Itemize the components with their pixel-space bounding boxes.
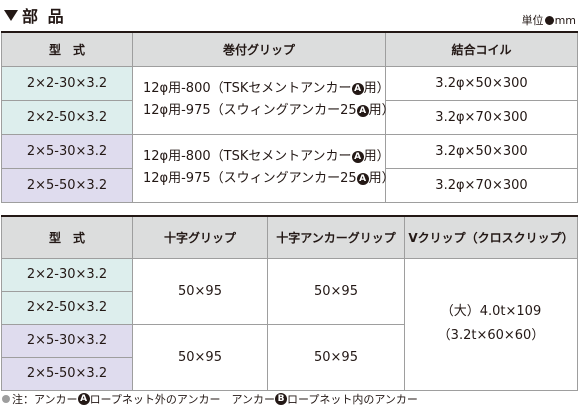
filled-circle-icon	[544, 15, 554, 25]
header-coupling-coil: 結合コイル	[385, 31, 578, 67]
header-cross-grip: 十字グリップ	[132, 215, 268, 259]
coil-cell: 3.2φ×50×300	[385, 133, 578, 169]
circled-a-icon: A	[351, 151, 364, 163]
cross-anchor-grip-cell: 50×95	[267, 323, 405, 391]
grip-line: 12φ用-975（スウィングアンカー25 A 用）	[143, 168, 395, 190]
model-cell: 2×5-30×3.2	[1, 133, 133, 169]
header-wrap-grip: 巻付グリップ	[132, 31, 386, 67]
model-cell: 2×2-30×3.2	[1, 257, 133, 292]
cross-grip-cell: 50×95	[132, 257, 268, 325]
grip-line: 12φ用-800（TSKセメントアンカー A 用）	[143, 146, 390, 168]
circled-a-icon: A	[356, 105, 369, 117]
circled-a-icon: A	[77, 393, 90, 405]
parts-table-cross-grip: 型 式 十字グリップ 十字アンカーグリップ Vクリップ（クロスクリップ） 2×2…	[1, 215, 578, 391]
header-model: 型 式	[1, 215, 133, 259]
coil-cell: 3.2φ×70×300	[385, 99, 578, 135]
header-v-clip: Vクリップ（クロスクリップ）	[404, 215, 578, 259]
bullet-icon	[2, 395, 10, 403]
grip-line: 12φ用-975（スウィングアンカー25 A 用）	[143, 100, 395, 122]
footnote: 注：アンカー A ロープネット外のアンカー アンカー B ロープネット内のアンカ…	[2, 391, 418, 407]
grip-text: 12φ用-975（スウィングアンカー25	[143, 171, 357, 186]
grip-suffix: 用）	[363, 149, 390, 164]
v-clip-cell: （大）4.0t×109 （3.2t×60×60）	[404, 257, 578, 391]
coil-cell: 3.2φ×50×300	[385, 65, 578, 101]
section-title: 部 品	[4, 4, 66, 26]
note-text-1: 注：アンカー	[12, 393, 78, 406]
triangle-down-icon	[4, 9, 18, 21]
model-cell: 2×5-50×3.2	[1, 167, 133, 203]
grip-suffix: 用）	[368, 171, 395, 186]
grip-text: 12φ用-975（スウィングアンカー25	[143, 103, 357, 118]
model-cell: 2×5-50×3.2	[1, 356, 133, 391]
circled-a-icon: A	[356, 173, 369, 185]
note-text-3: ロープネット内のアンカー	[287, 393, 418, 406]
header-cross-anchor-grip: 十字アンカーグリップ	[267, 215, 405, 259]
circled-b-icon: B	[275, 393, 288, 405]
wrap-grip-cell: 12φ用-800（TSKセメントアンカー A 用） 12φ用-975（スウィングアン…	[132, 65, 395, 135]
unit-label: 単位 mm	[522, 12, 576, 28]
cross-anchor-grip-cell: 50×95	[267, 257, 405, 325]
grip-text: 12φ用-800（TSKセメントアンカー	[143, 149, 352, 164]
model-cell: 2×2-30×3.2	[1, 65, 133, 101]
coil-cell: 3.2φ×70×300	[385, 167, 578, 203]
grip-suffix: 用）	[368, 103, 395, 118]
model-cell: 2×5-30×3.2	[1, 323, 133, 358]
model-cell: 2×2-50×3.2	[1, 99, 133, 135]
grip-line: 12φ用-800（TSKセメントアンカー A 用）	[143, 78, 390, 100]
parts-table-grip-coil: 型 式 巻付グリップ 結合コイル 2×2-30×3.2 12φ用-800（TSK…	[1, 31, 578, 203]
unit-suffix: mm	[554, 13, 576, 27]
v-clip-line-1: （大）4.0t×109	[440, 304, 542, 319]
header-model: 型 式	[1, 31, 133, 67]
model-cell: 2×2-50×3.2	[1, 290, 133, 325]
section-title-text: 部 品	[22, 7, 66, 26]
grip-suffix: 用）	[363, 81, 390, 96]
unit-prefix: 単位	[521, 14, 544, 27]
wrap-grip-cell: 12φ用-800（TSKセメントアンカー A 用） 12φ用-975（スウィングアン…	[132, 133, 395, 203]
cross-grip-cell: 50×95	[132, 323, 268, 391]
v-clip-line-2: （3.2t×60×60）	[437, 328, 545, 343]
note-text-2: ロープネット外のアンカー アンカー	[89, 393, 276, 406]
circled-a-icon: A	[351, 83, 364, 95]
grip-text: 12φ用-800（TSKセメントアンカー	[143, 81, 352, 96]
